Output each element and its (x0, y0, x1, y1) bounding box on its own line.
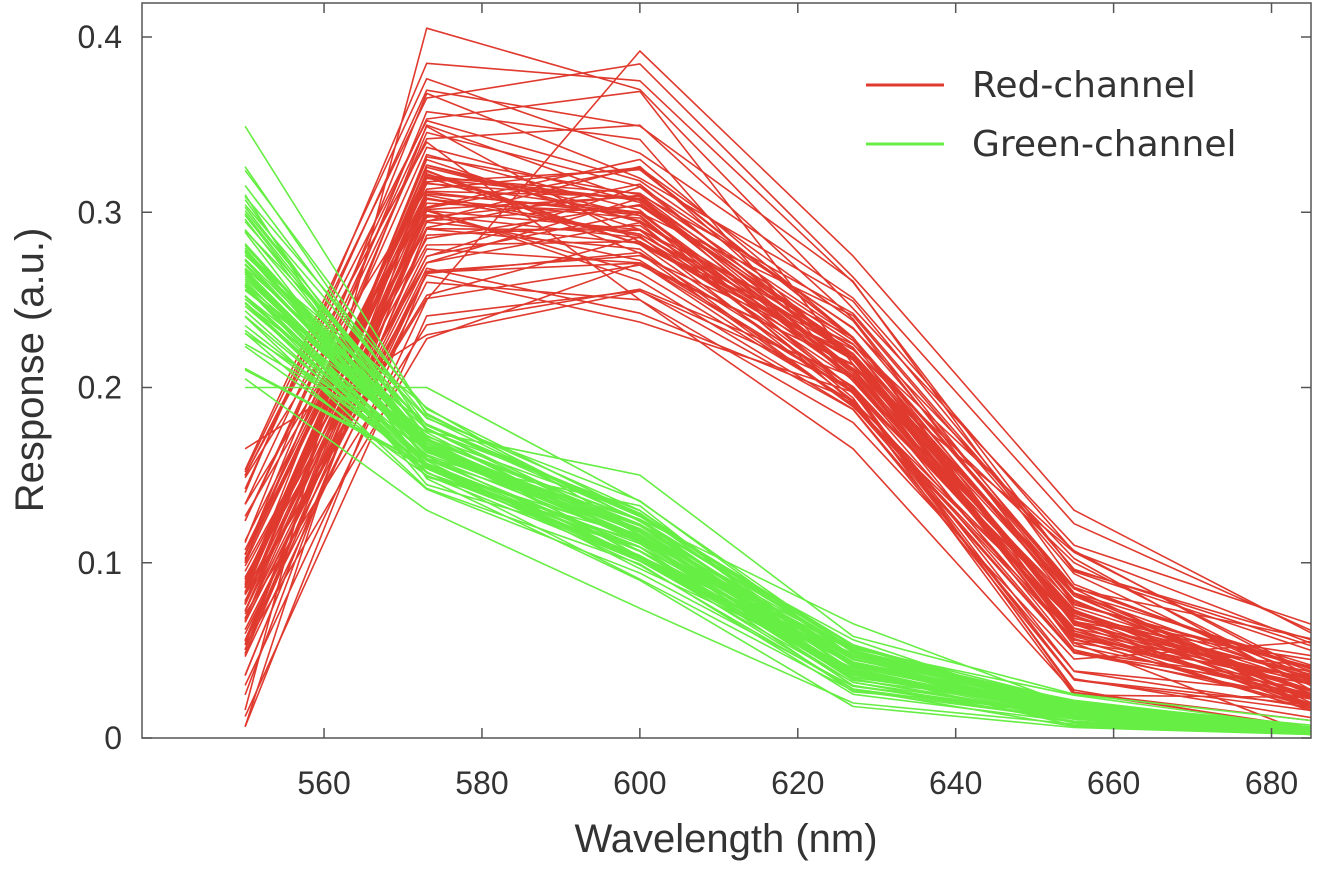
trace-line (244, 310, 1312, 733)
trace-line (244, 89, 1312, 677)
x-tick-label: 560 (297, 765, 350, 801)
legend-label-green: Green-channel (972, 124, 1236, 165)
y-axis-title: Response (a.u.) (8, 228, 52, 513)
trace-line (244, 164, 1312, 681)
trace-line (244, 206, 1312, 730)
trace-line (244, 50, 1312, 686)
x-tick-label: 680 (1245, 765, 1298, 801)
y-tick-label: 0.2 (78, 370, 122, 406)
trace-line (244, 156, 1312, 647)
trace-line (244, 221, 1312, 696)
y-tick-label: 0 (104, 720, 122, 756)
trace-line (244, 378, 1312, 736)
green-channel-traces (244, 125, 1312, 736)
trace-line (244, 324, 1312, 735)
trace-line (244, 63, 1312, 632)
trace-line (244, 62, 1312, 652)
trace-line (244, 186, 1312, 676)
x-axis-title: Wavelength (nm) (574, 817, 877, 861)
trace-line (244, 203, 1312, 699)
plot-frame (141, 2, 1312, 739)
x-tick-label: 580 (455, 765, 508, 801)
trace-line (244, 198, 1312, 712)
trace-line (244, 124, 1312, 666)
legend-label-red: Red-channel (972, 65, 1196, 106)
trace-line (244, 141, 1312, 722)
red-channel-traces (244, 27, 1312, 736)
y-axis-ticks: 0 0.1 0.2 0.3 0.4 (78, 19, 1311, 756)
trace-line (244, 281, 1312, 660)
y-tick-label: 0.1 (78, 545, 122, 581)
trace-line (244, 196, 1312, 729)
trace-line (244, 251, 1312, 698)
x-tick-label: 620 (771, 765, 824, 801)
trace-line (244, 27, 1312, 711)
trace-line (244, 262, 1312, 708)
trace-line (244, 221, 1312, 731)
x-axis-ticks: 560 580 600 620 640 660 680 (297, 3, 1298, 801)
trace-line (244, 345, 1312, 736)
trace-line (244, 267, 1312, 719)
trace-line (244, 295, 1312, 732)
x-tick-label: 660 (1087, 765, 1140, 801)
trace-line (244, 209, 1312, 697)
trace-line (244, 245, 1312, 733)
y-tick-label: 0.4 (78, 19, 122, 55)
legend: Red-channel Green-channel (866, 65, 1236, 165)
trace-line (244, 248, 1312, 709)
trace-line (244, 90, 1312, 640)
y-tick-label: 0.3 (78, 194, 122, 230)
trace-line (244, 367, 1312, 736)
trace-line (245, 386, 1312, 729)
x-tick-label: 640 (929, 765, 982, 801)
trace-line (244, 182, 1312, 687)
trace-line (244, 110, 1312, 680)
x-tick-label: 600 (613, 765, 666, 801)
